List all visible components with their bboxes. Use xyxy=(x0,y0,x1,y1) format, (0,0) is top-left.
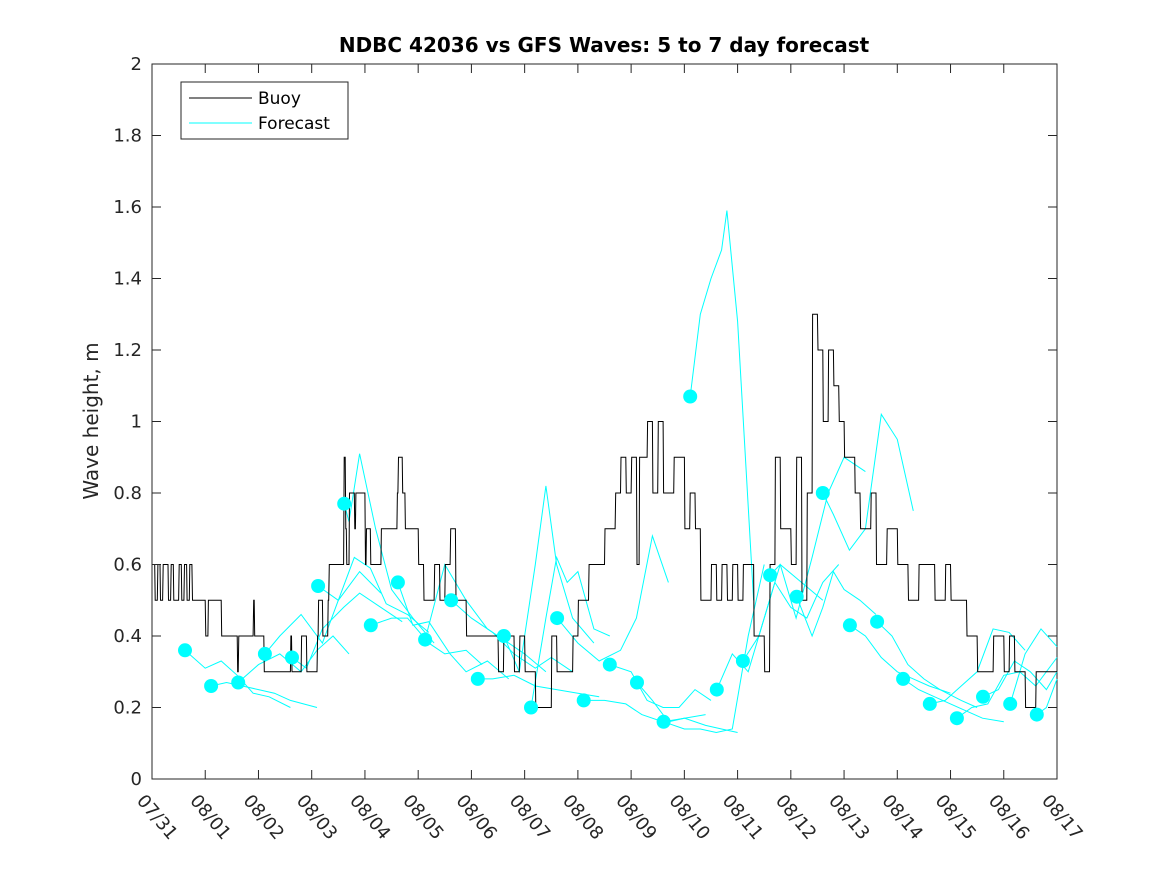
forecast-marker xyxy=(390,575,405,590)
y-axis-label: Wave height, m xyxy=(79,342,103,499)
buoy-line xyxy=(152,313,1057,708)
forecast-run-line xyxy=(556,533,669,662)
forecast-marker xyxy=(363,618,378,633)
forecast-marker xyxy=(444,593,459,608)
forecast-marker xyxy=(976,689,990,704)
forecast-marker xyxy=(922,696,937,711)
forecast-run-line xyxy=(796,570,877,638)
forecast-marker xyxy=(683,389,698,404)
y-tick-label: 1.2 xyxy=(113,340,142,361)
forecast-marker xyxy=(550,611,565,626)
legend: Buoy Forecast xyxy=(180,81,349,140)
forecast-marker xyxy=(842,618,857,633)
forecast-marker xyxy=(630,675,644,690)
forecast-marker xyxy=(735,654,750,668)
chart-title: NDBC 42036 vs GFS Waves: 5 to 7 day fore… xyxy=(339,33,870,57)
forecast-marker xyxy=(524,700,538,715)
forecast-run-line xyxy=(609,664,712,708)
forecast-run-line xyxy=(184,649,291,708)
y-tick-label: 1 xyxy=(131,412,142,433)
forecast-marker xyxy=(949,711,964,726)
forecast-run-line xyxy=(849,624,951,694)
forecast-marker xyxy=(337,496,352,511)
forecast-marker xyxy=(656,714,671,729)
forecast-marker xyxy=(470,671,485,686)
forecast-run-line xyxy=(397,582,510,680)
forecast-run-line xyxy=(689,210,755,601)
forecast-run-line xyxy=(210,681,318,708)
forecast-marker xyxy=(602,657,617,672)
forecast-run-line xyxy=(902,678,1004,723)
forecast-marker xyxy=(1003,696,1018,711)
forecast-run-line xyxy=(876,621,978,708)
forecast-run-line xyxy=(264,570,382,655)
forecast-markers xyxy=(178,389,1044,729)
forecast-run-line xyxy=(929,628,1026,705)
forecast-marker xyxy=(285,650,299,665)
forecast-marker xyxy=(231,675,246,690)
forecast-run-line xyxy=(317,556,430,633)
legend-box xyxy=(180,81,349,140)
forecast-marker xyxy=(815,486,830,500)
forecast-marker xyxy=(709,682,724,697)
forecast-marker xyxy=(418,632,433,647)
y-tick-label: 0.6 xyxy=(113,555,142,576)
forecast-marker xyxy=(204,679,219,693)
forecast-run-line xyxy=(982,660,1058,698)
y-tick-label: 0.8 xyxy=(113,483,142,504)
y-axis: 0 0.2 0.4 0.6 0.8 1 1.2 1.4 1.6 1.8 2 xyxy=(113,54,1057,790)
legend-buoy-label: Buoy xyxy=(258,89,301,109)
forecast-run-line xyxy=(663,564,765,734)
y-tick-label: 2 xyxy=(131,54,142,75)
forecast-marker xyxy=(311,579,326,593)
forecast-marker xyxy=(496,629,511,643)
forecast-marker xyxy=(789,589,804,604)
forecast-marker xyxy=(1029,707,1044,722)
y-tick-label: 1.6 xyxy=(113,197,142,218)
y-tick-label: 0.4 xyxy=(113,626,142,647)
forecast-marker xyxy=(896,671,911,686)
legend-forecast-label: Forecast xyxy=(258,114,330,134)
forecast-run-line xyxy=(636,682,738,733)
y-tick-label: 0 xyxy=(131,769,142,790)
forecast-marker xyxy=(178,643,192,658)
y-tick-label: 1.8 xyxy=(113,126,142,147)
forecast-run-line xyxy=(1009,628,1058,705)
forecast-marker xyxy=(257,646,272,661)
forecast-marker xyxy=(576,693,591,708)
y-tick-label: 1.4 xyxy=(113,269,142,290)
buoy-series-line xyxy=(152,313,1057,708)
y-tick-label: 0.2 xyxy=(113,698,142,719)
plot-area xyxy=(151,63,1058,780)
forecast-marker xyxy=(763,568,778,583)
axes-box xyxy=(151,63,1058,780)
forecast-run-line xyxy=(530,555,611,708)
forecast-marker xyxy=(870,614,885,629)
